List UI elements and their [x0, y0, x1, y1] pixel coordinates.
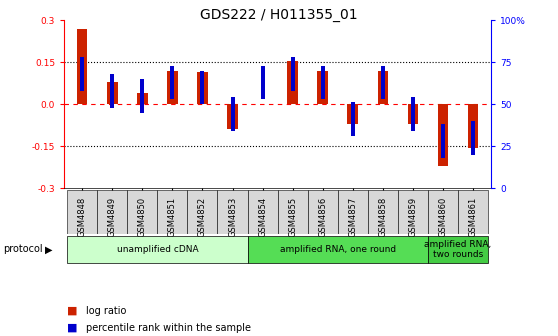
Text: GSM4853: GSM4853: [228, 196, 237, 237]
Bar: [110, 74, 114, 108]
Bar: [338, 190, 368, 234]
Text: percentile rank within the sample: percentile rank within the sample: [86, 323, 252, 333]
Bar: [107, 82, 118, 104]
Bar: [351, 102, 355, 136]
Text: GSM4855: GSM4855: [288, 196, 297, 237]
Bar: [200, 71, 204, 104]
Text: amplified RNA,
two rounds: amplified RNA, two rounds: [424, 240, 492, 259]
Bar: [468, 104, 478, 148]
Text: ▶: ▶: [45, 245, 52, 254]
Bar: [348, 104, 358, 124]
Bar: [67, 190, 97, 234]
Bar: [227, 104, 238, 129]
Bar: [408, 104, 418, 124]
Bar: [428, 190, 458, 234]
Bar: [428, 236, 488, 263]
Bar: [441, 124, 445, 158]
Bar: [368, 190, 398, 234]
Text: GSM4856: GSM4856: [318, 196, 327, 237]
Text: GSM4861: GSM4861: [469, 196, 478, 237]
Text: ■: ■: [67, 306, 78, 316]
Text: GSM4850: GSM4850: [138, 196, 147, 237]
Bar: [157, 190, 187, 234]
Bar: [261, 66, 264, 99]
Text: amplified RNA, one round: amplified RNA, one round: [280, 245, 396, 254]
Bar: [321, 66, 325, 99]
Bar: [378, 71, 388, 104]
Text: GSM4848: GSM4848: [78, 196, 86, 237]
Text: GSM4857: GSM4857: [348, 196, 357, 237]
Bar: [458, 190, 488, 234]
Bar: [437, 104, 448, 166]
Bar: [248, 190, 278, 234]
Bar: [140, 79, 145, 113]
Bar: [127, 190, 157, 234]
Bar: [398, 190, 428, 234]
Text: GSM4859: GSM4859: [408, 196, 417, 237]
Bar: [381, 66, 385, 99]
Bar: [278, 190, 307, 234]
Bar: [218, 190, 248, 234]
Text: GSM4858: GSM4858: [378, 196, 387, 237]
Bar: [77, 29, 88, 104]
Text: GSM4851: GSM4851: [168, 196, 177, 237]
Bar: [291, 57, 295, 91]
Bar: [287, 61, 298, 104]
Text: GSM4854: GSM4854: [258, 196, 267, 237]
Bar: [67, 236, 248, 263]
Bar: [307, 190, 338, 234]
Text: log ratio: log ratio: [86, 306, 127, 316]
Bar: [80, 57, 84, 91]
Bar: [230, 97, 234, 131]
Text: GSM4849: GSM4849: [108, 196, 117, 237]
Bar: [318, 71, 328, 104]
Text: GSM4860: GSM4860: [439, 196, 448, 237]
Text: GDS222 / H011355_01: GDS222 / H011355_01: [200, 8, 358, 23]
Text: unamplified cDNA: unamplified cDNA: [117, 245, 198, 254]
Text: ■: ■: [67, 323, 78, 333]
Bar: [411, 97, 415, 131]
Bar: [187, 190, 218, 234]
Bar: [170, 66, 175, 99]
Bar: [248, 236, 428, 263]
Bar: [471, 121, 475, 155]
Bar: [167, 71, 177, 104]
Bar: [137, 93, 147, 104]
Text: GSM4852: GSM4852: [198, 196, 207, 237]
Bar: [97, 190, 127, 234]
Bar: [197, 72, 208, 104]
Text: protocol: protocol: [3, 245, 42, 254]
